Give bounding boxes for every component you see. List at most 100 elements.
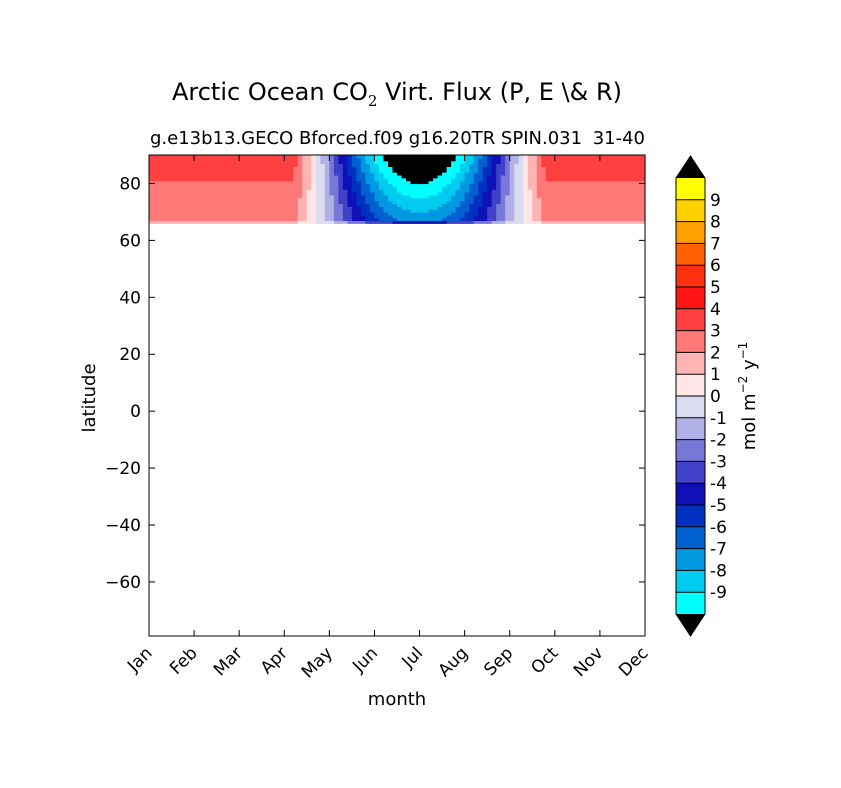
field-cell [162,197,168,202]
field-cell [320,177,326,182]
field-cell [469,200,475,204]
field-cell [514,206,520,210]
field-cell [306,163,312,167]
field-cell [550,189,556,193]
field-cell [397,172,403,176]
field-cell [203,155,209,159]
field-cell [563,214,569,219]
colorbar-tick-label: 7 [710,234,721,254]
field-cell [392,169,398,173]
field-cell [311,189,317,193]
field-cell [595,211,601,216]
field-cell [541,189,547,193]
colorbar-swatch [676,592,705,615]
field-cell [315,160,321,165]
field-cell [617,206,624,210]
field-cell [608,189,615,193]
x-tick-label: Sep [480,643,517,680]
field-cell [527,163,533,167]
field-cell [378,209,385,213]
field-cell [158,180,164,185]
field-cell [216,180,222,185]
field-cell [360,220,367,224]
field-cell [496,200,502,204]
field-cell [613,157,619,162]
field-cell [631,183,637,187]
field-cell [568,211,574,216]
field-cell [369,172,376,176]
field-cell [595,155,601,159]
field-cell [306,206,312,210]
field-cell [500,186,506,190]
field-cell [329,186,335,190]
field-cell [622,194,628,199]
field-cell [387,203,394,207]
field-cell [397,200,403,204]
field-cell [410,183,416,187]
field-cell [374,189,380,193]
field-cell [257,206,263,210]
field-cell [261,220,267,224]
field-cell [599,177,606,182]
field-cell [252,197,258,202]
field-cell [347,209,353,213]
field-cell [378,174,385,179]
field-cell [577,220,583,224]
field-cell [378,211,385,216]
field-cell [338,194,344,199]
field-cell [297,186,303,190]
field-cell [248,189,254,193]
field-cell [406,160,412,165]
field-cell [482,183,488,187]
field-cell [473,209,479,213]
field-cell [374,174,380,179]
field-cell [158,169,164,173]
field-cell [437,214,443,219]
field-cell [315,180,321,185]
field-cell [469,160,475,165]
field-cell [428,209,434,213]
field-cell [509,163,515,167]
field-cell [216,177,222,182]
field-cell [586,180,592,185]
field-cell [221,166,227,170]
field-cell [419,217,425,222]
field-cell [203,172,209,176]
field-cell [550,160,556,165]
field-cell [288,174,294,179]
field-cell [225,203,231,207]
field-cell [248,163,254,167]
field-cell [234,183,240,187]
colorbar-swatch [676,178,705,201]
field-cell [176,206,182,210]
field-cell [158,160,164,165]
field-cell [383,180,389,185]
field-cell [541,155,547,159]
field-cell [176,197,182,202]
field-cell [473,155,479,159]
field-cell [613,194,619,199]
field-cell [239,172,245,176]
field-cell [599,155,606,159]
field-cell [613,189,619,193]
field-cell [171,192,177,196]
field-cell [586,160,592,165]
field-cell [397,194,403,199]
field-cell [356,206,362,210]
field-cell [284,194,290,199]
field-cell [406,166,412,170]
field-cell [572,166,578,170]
field-cell [572,157,578,162]
field-cell [342,200,348,204]
field-cell [225,206,231,210]
field-cell [207,186,213,190]
field-cell [374,203,380,207]
field-cell [464,166,470,170]
field-cell [604,160,610,165]
field-cell [590,209,596,213]
field-cell [590,183,596,187]
field-cell [158,157,164,162]
colorbar-tick-label: 2 [710,343,721,363]
field-cell [234,200,240,204]
field-cell [315,189,321,193]
